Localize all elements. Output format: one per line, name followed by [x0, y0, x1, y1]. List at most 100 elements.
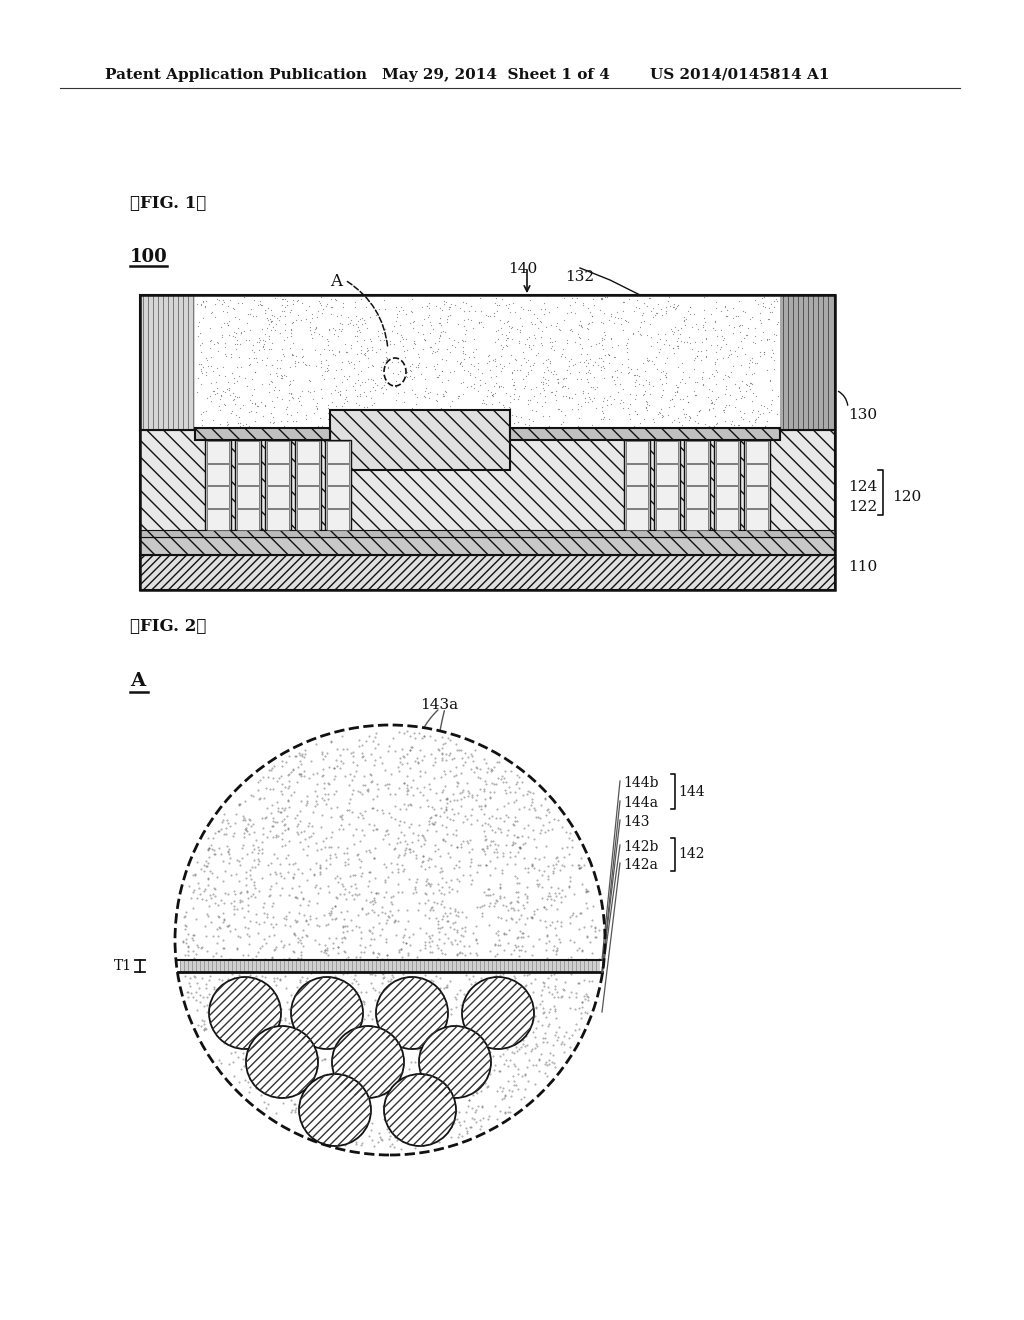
Point: [629, 359, 645, 380]
Point: [578, 348, 594, 370]
Point: [220, 325, 237, 346]
Point: [283, 404, 299, 425]
Point: [642, 288, 658, 309]
Point: [710, 326, 726, 347]
Point: [573, 343, 590, 364]
Point: [699, 417, 716, 438]
Point: [461, 301, 477, 322]
Point: [245, 306, 261, 327]
Point: [555, 338, 571, 359]
Point: [386, 334, 402, 355]
Point: [215, 290, 231, 312]
Point: [238, 368, 254, 389]
Point: [540, 359, 556, 380]
Point: [353, 339, 370, 360]
Point: [655, 360, 672, 381]
Point: [550, 399, 566, 420]
Point: [217, 343, 233, 364]
Point: [738, 375, 755, 396]
Point: [719, 300, 735, 321]
Point: [493, 346, 509, 367]
Point: [737, 363, 754, 384]
Point: [404, 412, 421, 433]
Point: [727, 388, 743, 409]
Point: [541, 416, 557, 437]
Point: [522, 389, 539, 411]
Point: [301, 296, 317, 317]
Point: [404, 380, 421, 401]
Point: [215, 356, 231, 378]
Point: [234, 416, 251, 437]
Point: [330, 381, 346, 403]
Point: [466, 329, 482, 350]
Point: [372, 330, 388, 351]
Point: [560, 351, 577, 372]
Point: [309, 392, 326, 413]
Point: [274, 343, 291, 364]
Point: [272, 350, 289, 371]
Point: [194, 409, 210, 430]
Point: [731, 414, 748, 436]
Point: [371, 298, 387, 319]
Point: [267, 314, 284, 335]
Point: [474, 389, 490, 411]
Point: [467, 366, 483, 387]
Point: [307, 339, 324, 360]
Text: 140: 140: [508, 261, 538, 276]
Point: [601, 408, 617, 429]
Point: [259, 347, 275, 368]
Point: [493, 335, 509, 356]
Point: [627, 388, 643, 409]
Point: [353, 371, 370, 392]
Point: [189, 326, 206, 347]
Point: [721, 384, 737, 405]
Point: [391, 360, 408, 381]
Text: Patent Application Publication: Patent Application Publication: [105, 69, 367, 82]
Point: [466, 355, 482, 376]
Point: [374, 376, 390, 397]
Point: [488, 294, 505, 315]
Point: [298, 300, 314, 321]
Point: [264, 372, 281, 393]
Point: [580, 318, 596, 339]
Point: [727, 374, 743, 395]
Point: [202, 338, 218, 359]
Point: [639, 391, 655, 412]
Point: [263, 331, 280, 352]
Point: [725, 298, 741, 319]
Point: [737, 301, 754, 322]
Point: [566, 292, 583, 313]
Point: [620, 397, 636, 418]
Point: [648, 302, 665, 323]
Point: [750, 401, 766, 422]
Point: [612, 313, 629, 334]
Point: [743, 347, 760, 368]
Point: [735, 403, 752, 424]
Point: [506, 412, 522, 433]
Point: [623, 393, 639, 414]
Point: [222, 343, 239, 364]
Point: [208, 356, 224, 378]
Point: [328, 395, 344, 416]
Point: [404, 301, 421, 322]
Point: [467, 300, 483, 321]
Point: [700, 367, 717, 388]
Point: [194, 333, 210, 354]
Point: [223, 362, 240, 383]
Point: [509, 359, 525, 380]
Point: [241, 347, 257, 368]
Point: [534, 395, 550, 416]
Point: [674, 368, 690, 389]
Text: 144b: 144b: [623, 776, 658, 789]
Point: [588, 397, 604, 418]
Point: [214, 323, 230, 345]
Bar: [297, 441, 319, 462]
Point: [255, 337, 271, 358]
Point: [396, 392, 413, 413]
Point: [752, 309, 768, 330]
Point: [330, 325, 346, 346]
Point: [709, 359, 725, 380]
Point: [734, 300, 751, 321]
Point: [584, 389, 600, 411]
Point: [638, 370, 654, 391]
